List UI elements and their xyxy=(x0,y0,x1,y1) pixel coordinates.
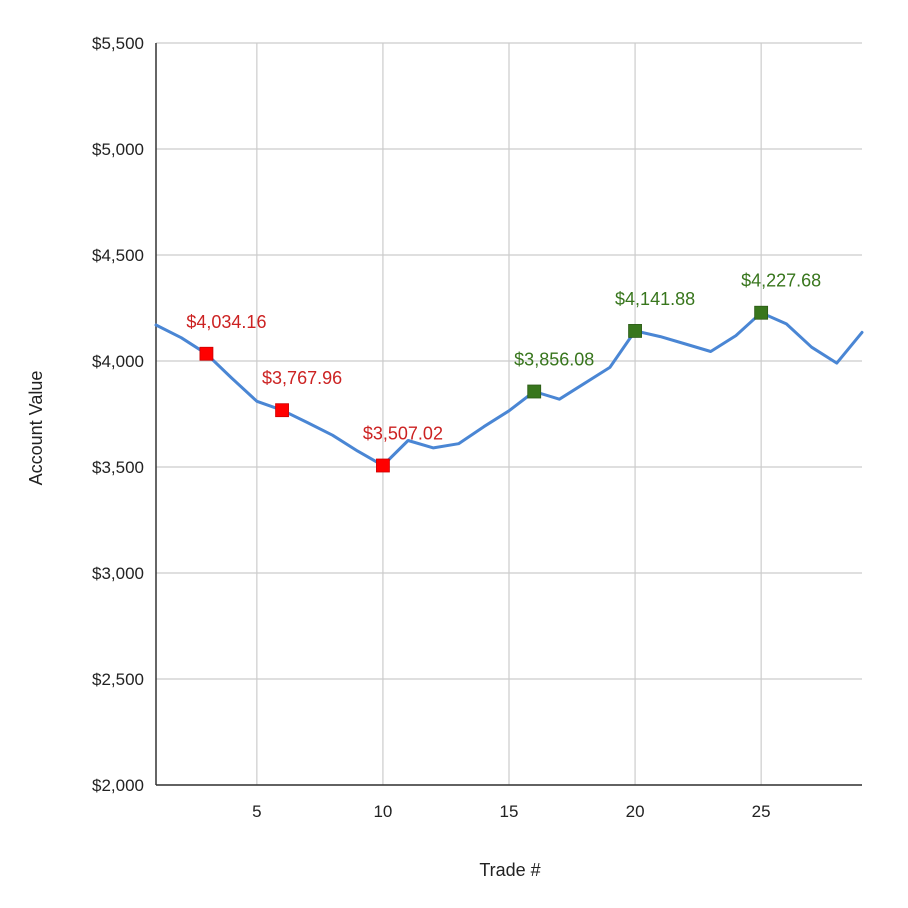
y-tick-label: $3,500 xyxy=(92,458,144,477)
x-tick-label: 5 xyxy=(252,802,261,821)
data-label: $4,034.16 xyxy=(186,312,266,332)
x-tick-label: 25 xyxy=(752,802,771,821)
y-axis-title: Account Value xyxy=(26,371,46,486)
y-tick-label: $5,500 xyxy=(92,34,144,53)
data-label: $3,856.08 xyxy=(514,350,594,370)
x-axis-tick-labels: 5 10 15 20 25 xyxy=(252,802,770,821)
data-marker xyxy=(527,384,542,399)
vertical-gridlines xyxy=(256,43,762,785)
y-tick-label: $3,000 xyxy=(92,564,144,583)
data-label: $3,767.96 xyxy=(262,368,342,388)
data-label: $4,227.68 xyxy=(741,271,821,291)
axes xyxy=(155,43,862,786)
data-label: $4,141.88 xyxy=(615,289,695,309)
y-axis-tick-labels: $2,000 $2,500 $3,000 $3,500 $4,000 $4,500 $5,0… xyxy=(92,34,144,795)
data-marker xyxy=(376,458,390,473)
y-tick-label: $4,000 xyxy=(92,352,144,371)
y-tick-label: $4,500 xyxy=(92,246,144,265)
y-tick-label: $2,000 xyxy=(92,776,144,795)
x-tick-label: 15 xyxy=(500,802,519,821)
series-layer xyxy=(154,311,864,467)
data-marker xyxy=(199,346,214,361)
y-tick-label: $2,500 xyxy=(92,670,144,689)
y-tick-label: $5,000 xyxy=(92,140,144,159)
data-marker xyxy=(275,403,289,418)
x-axis-title: Trade # xyxy=(479,860,540,880)
x-tick-label: 20 xyxy=(626,802,645,821)
marker-layer xyxy=(199,305,769,473)
data-marker xyxy=(628,324,642,338)
x-tick-label: 10 xyxy=(373,802,392,821)
data-label-layer: $4,034.16 $3,767.96 $3,507.02 $3,856.08 $4,1… xyxy=(186,271,821,444)
data-marker xyxy=(754,305,769,320)
account-value-line xyxy=(154,311,864,467)
data-label: $3,507.02 xyxy=(363,424,443,444)
